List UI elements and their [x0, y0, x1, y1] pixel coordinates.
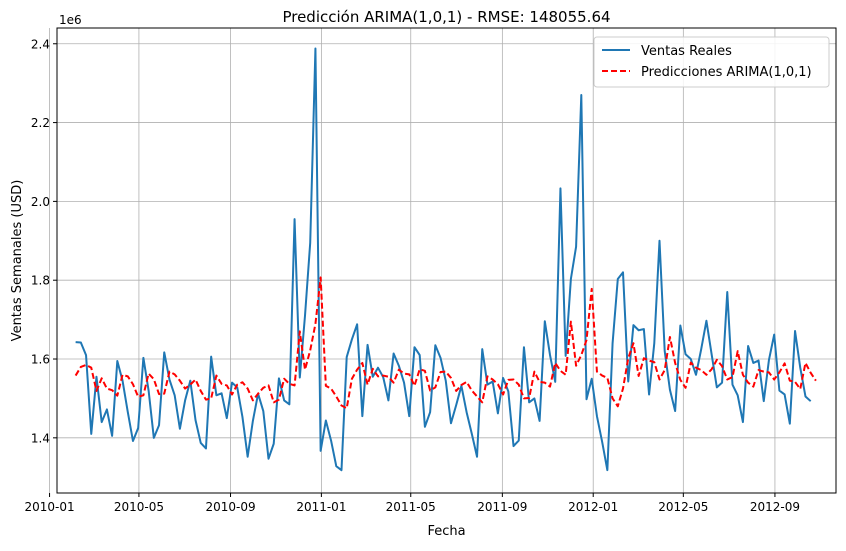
- x-axis-label: Fecha: [427, 524, 465, 539]
- chart-title: Predicción ARIMA(1,0,1) - RMSE: 148055.6…: [282, 8, 610, 26]
- axis-ticks: 1.4 1.6 1.8 2.0 2.2 2.4 2010-01 2010-05 2010-09 2…: [24, 37, 800, 514]
- y-tick-label: 2.4: [31, 37, 50, 51]
- y-tick-label: 1.8: [31, 274, 50, 288]
- x-tick-label: 2012-01: [568, 500, 618, 514]
- x-tick-label: 2011-05: [386, 500, 436, 514]
- y-tick-label: 1.6: [31, 353, 50, 367]
- series-line-predicciones: [74, 276, 817, 410]
- x-tick-label: 2010-05: [114, 500, 164, 514]
- legend: Ventas Reales Predicciones ARIMA(1,0,1): [593, 36, 830, 88]
- y-tick-label: 2.2: [31, 116, 50, 130]
- y-axis-label: Ventas Semanales (USD): [10, 180, 25, 342]
- plot-frame: [56, 27, 837, 494]
- legend-label-predicciones: Predicciones ARIMA(1,0,1): [641, 65, 812, 80]
- series-lines: [74, 47, 817, 472]
- x-tick-label: 2012-05: [658, 500, 708, 514]
- x-tick-label: 2012-09: [750, 500, 800, 514]
- y-tick-label: 1.4: [31, 431, 50, 445]
- x-tick-label: 2011-01: [296, 500, 346, 514]
- series-line-ventas-reales: [75, 47, 812, 472]
- x-tick-label: 2010-01: [24, 500, 74, 514]
- x-tick-label: 2010-09: [205, 500, 255, 514]
- y-axis-offset-label: 1e6: [59, 13, 82, 27]
- x-tick-label: 2011-09: [477, 500, 527, 514]
- legend-label-ventas-reales: Ventas Reales: [641, 44, 732, 59]
- legend-box: [593, 36, 830, 88]
- y-tick-label: 2.0: [31, 195, 50, 209]
- grid-lines: [49, 28, 836, 493]
